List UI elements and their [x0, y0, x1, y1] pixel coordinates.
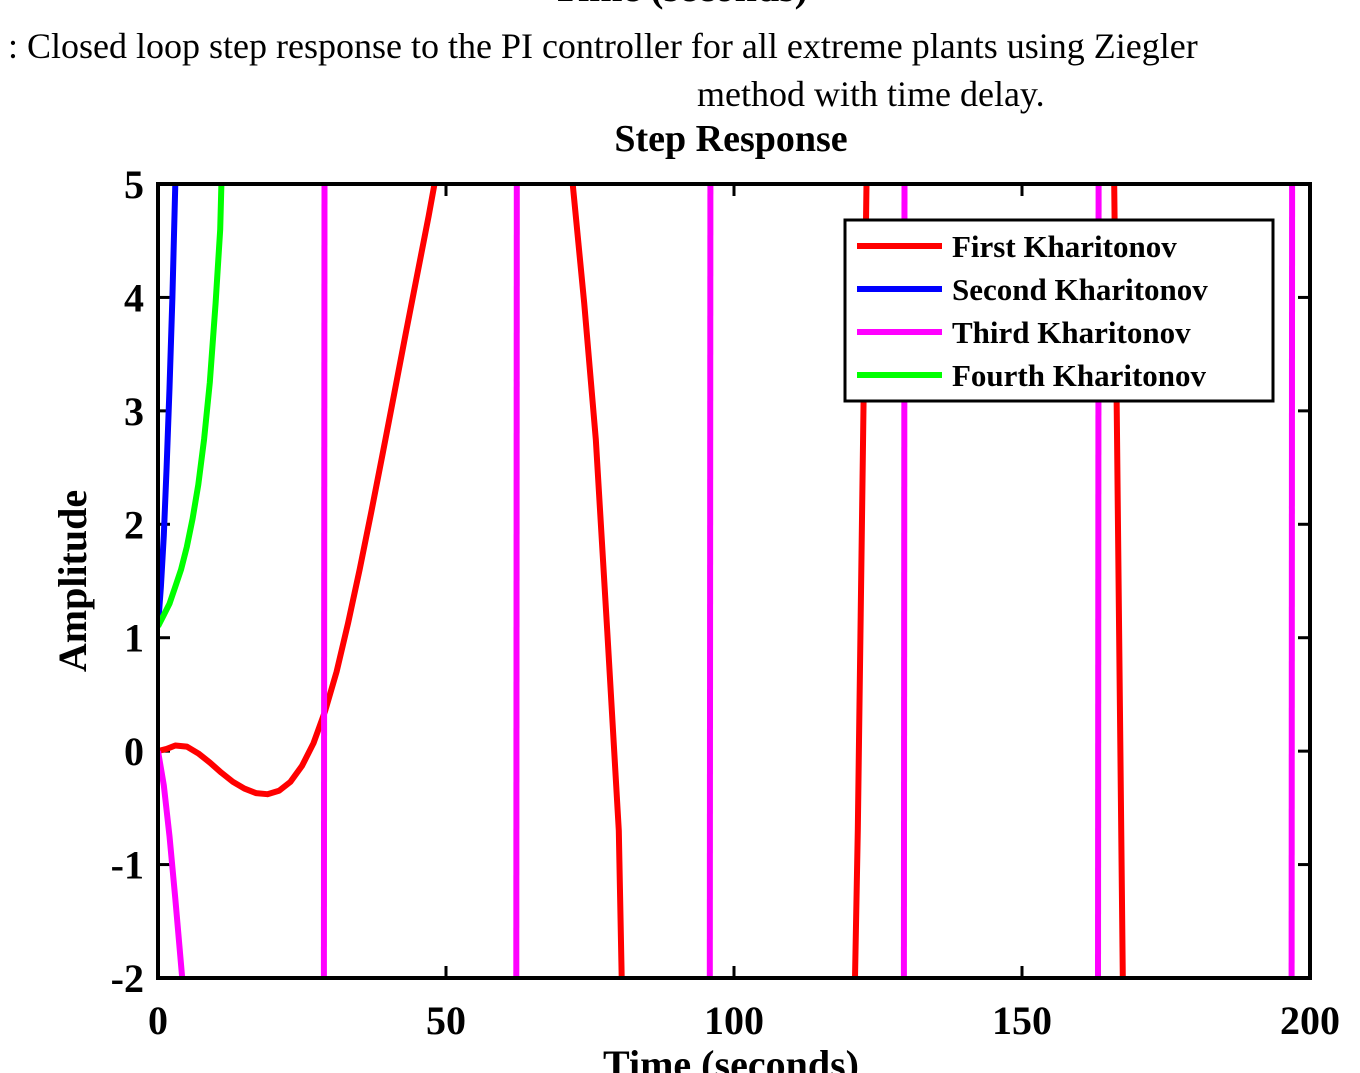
legend-label: Third Kharitonov	[952, 315, 1191, 350]
y-tick-label: 1	[124, 616, 144, 661]
legend-box	[843, 218, 1275, 403]
legend: First Kharitonov Second Kharitonov Third K…	[843, 218, 1275, 403]
y-tick-label: -2	[111, 956, 144, 1001]
tick-labels: 0 50 100 150 200 -2 -1 0 1 2 3 4 5	[111, 162, 1340, 1043]
series-line-third-kharitonov	[513, 184, 520, 978]
chart-title: Step Response	[614, 118, 847, 160]
series-line-third-kharitonov	[706, 184, 714, 978]
legend-item-first-kharitonov: First Kharitonov	[857, 229, 1177, 264]
legend-item-second-kharitonov: Second Kharitonov	[857, 272, 1208, 307]
y-axis-label: Amplitude	[50, 490, 95, 672]
x-tick-label: 100	[704, 998, 764, 1043]
plot-frame	[156, 182, 1312, 980]
legend-label: Fourth Kharitonov	[952, 358, 1207, 393]
series-fourth-kharitonov	[158, 184, 225, 628]
series-line-second-kharitonov	[158, 184, 179, 627]
x-tick-label: 200	[1280, 998, 1340, 1043]
y-tick-label: 4	[124, 275, 144, 320]
y-tick-label: 3	[124, 389, 144, 434]
x-tick-label: 0	[148, 998, 168, 1043]
series-line-third-kharitonov	[320, 184, 328, 978]
series-line-first-kharitonov	[158, 184, 438, 798]
x-axis-label: Time (seconds)	[603, 1042, 859, 1073]
series-line-fourth-kharitonov	[158, 184, 225, 628]
series-line-third-kharitonov	[158, 750, 186, 978]
series-layer	[158, 184, 1296, 978]
y-tick-label: 0	[124, 729, 144, 774]
legend-label: Second Kharitonov	[952, 272, 1208, 307]
series-line-third-kharitonov	[1288, 184, 1296, 978]
caption-line-1: : Closed loop step response to the PI co…	[8, 26, 1198, 66]
x-tick-label: 50	[426, 998, 466, 1043]
series-line-first-kharitonov	[569, 184, 625, 978]
caption-line-2: method with time delay.	[697, 74, 1045, 114]
legend-item-fourth-kharitonov: Fourth Kharitonov	[857, 358, 1207, 393]
legend-label: First Kharitonov	[952, 229, 1177, 264]
y-tick-label: 5	[124, 162, 144, 207]
y-tick-label: -1	[111, 843, 144, 888]
x-tick-label: 150	[992, 998, 1052, 1043]
top-cut-axis-label: Time (seconds)	[0, 0, 1360, 10]
series-second-kharitonov	[158, 184, 179, 627]
y-tick-label: 2	[124, 502, 144, 547]
legend-item-third-kharitonov: Third Kharitonov	[857, 315, 1191, 350]
